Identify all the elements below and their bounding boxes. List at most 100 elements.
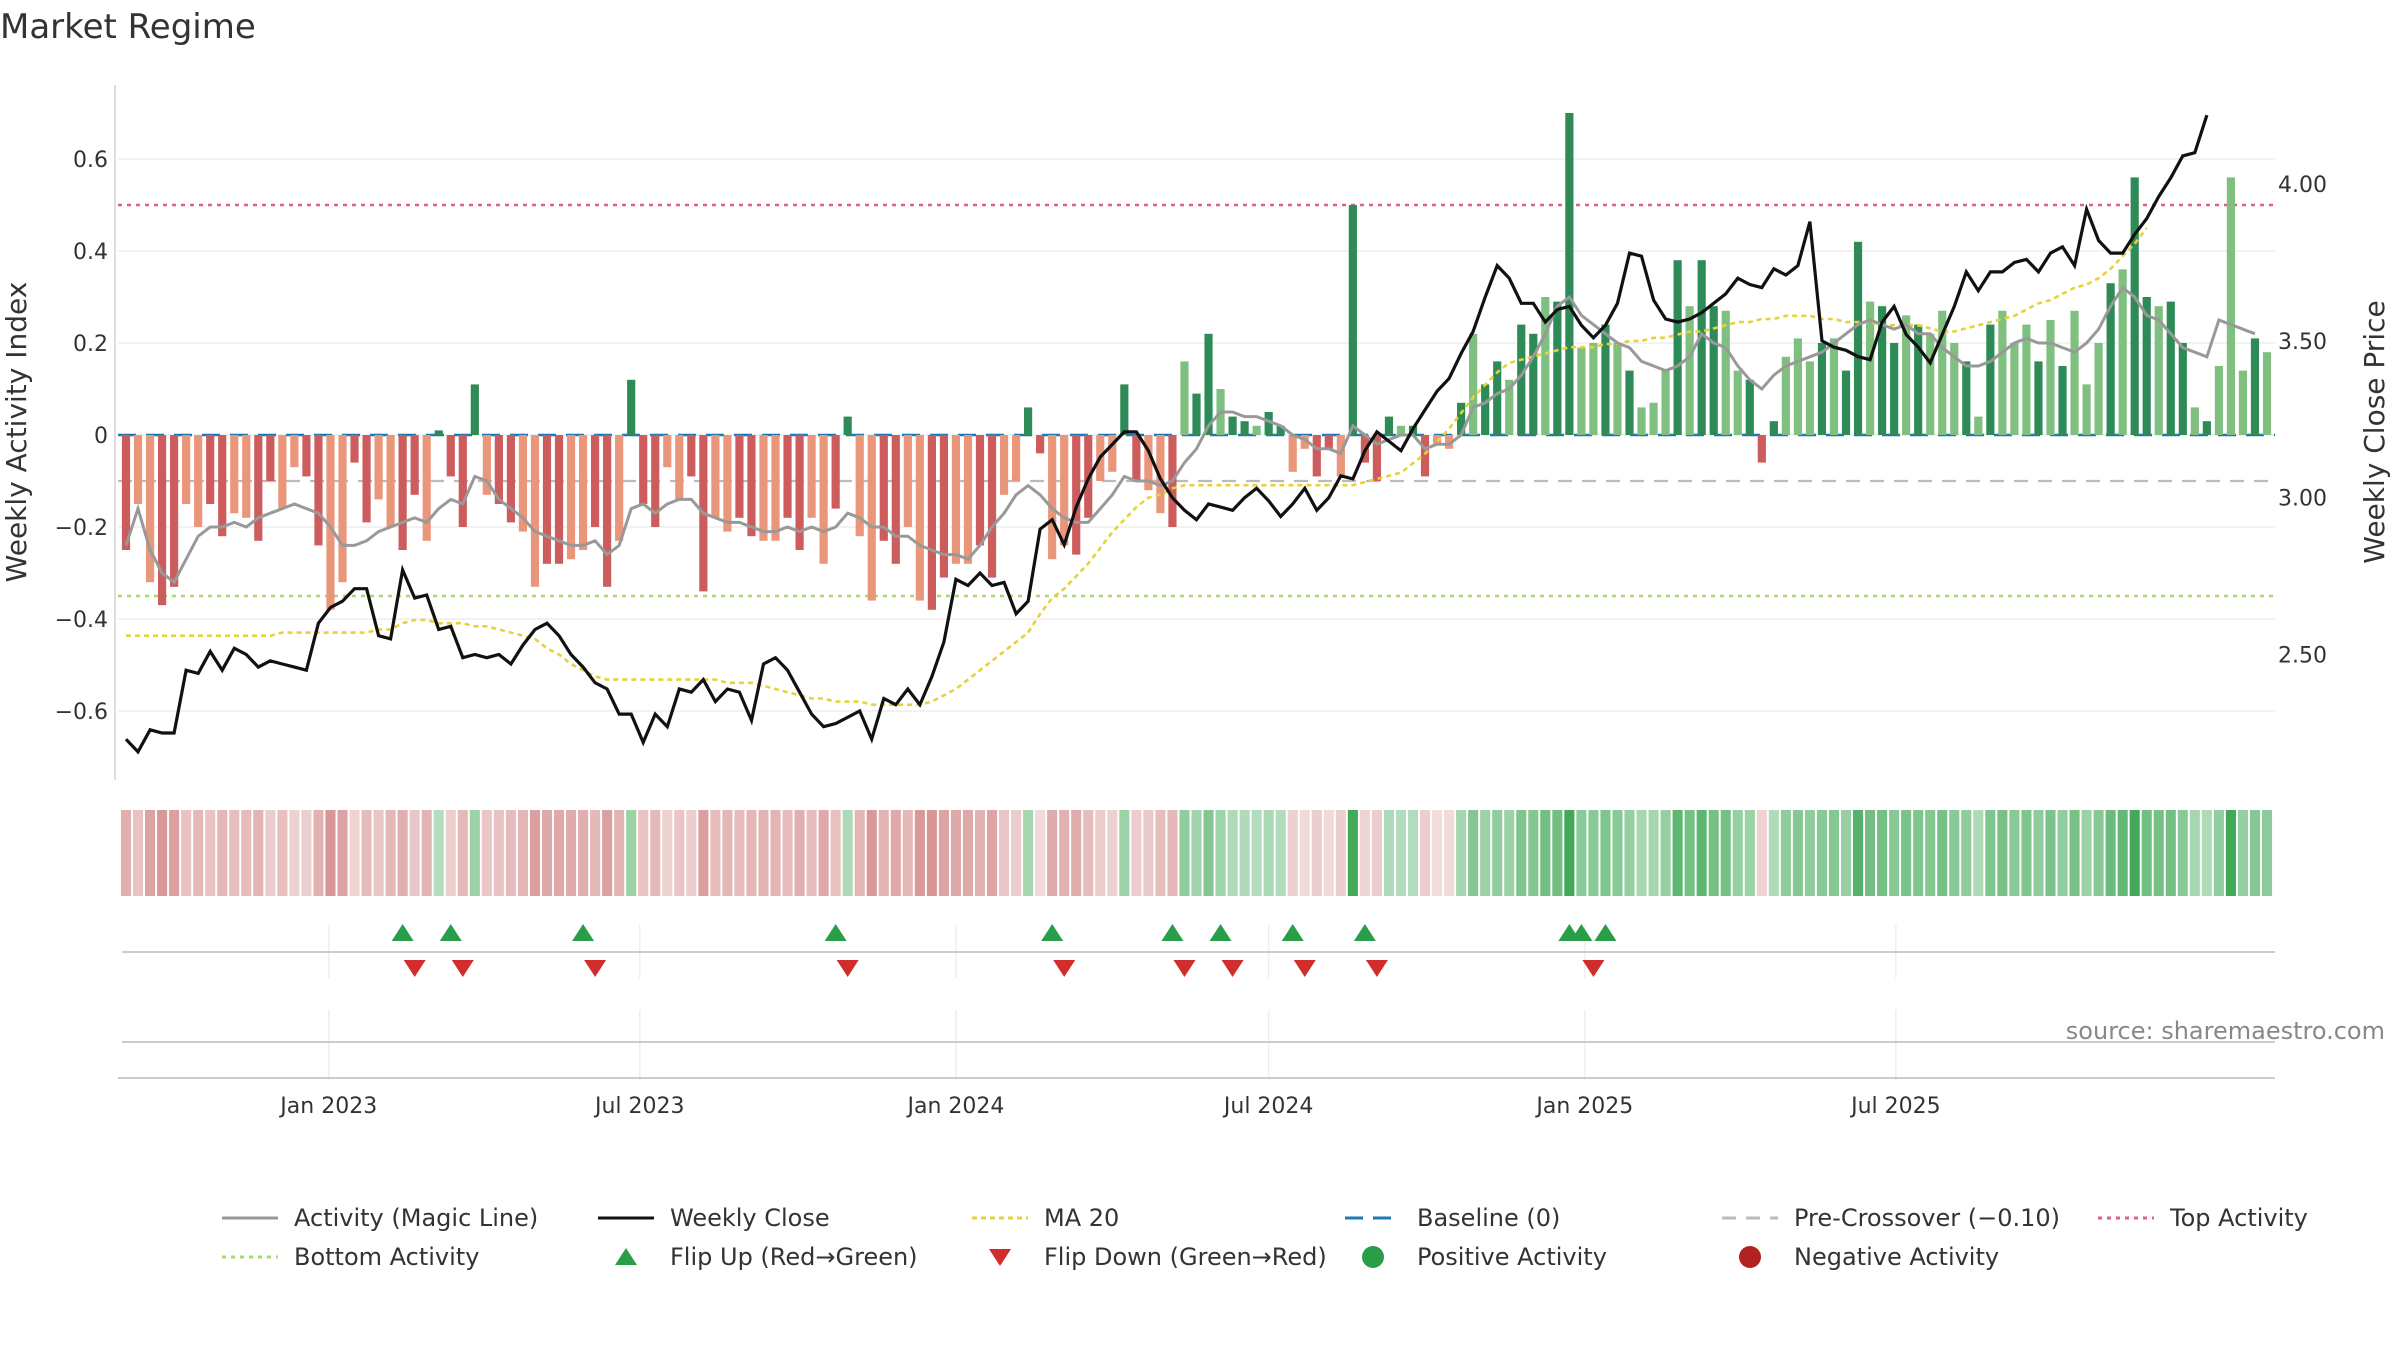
left-tick-label-1: 0.4: [73, 240, 108, 265]
heat-cell-78: [1059, 810, 1070, 896]
heat-cell-34: [529, 810, 541, 896]
heat-cell-118: [1540, 810, 1551, 896]
heat-cell-178: [2261, 810, 2273, 896]
heat-cell-148: [1901, 810, 1912, 896]
activity-bar-110: [1445, 435, 1454, 449]
heat-cell-40: [602, 810, 613, 896]
left-tick-label-5: −0.4: [55, 608, 108, 633]
heat-cell-39: [590, 810, 601, 896]
heat-cell-176: [2237, 810, 2248, 896]
activity-bar-51: [735, 435, 744, 518]
activity-bar-23: [398, 435, 407, 550]
heat-cell-91: [1215, 810, 1226, 896]
activity-bar-141: [1817, 343, 1827, 435]
activity-bar-33: [518, 435, 528, 532]
activity-bar-34: [530, 435, 540, 587]
activity-bar-164: [2094, 343, 2103, 435]
heat-cell-123: [1600, 810, 1611, 896]
heat-cell-115: [1504, 810, 1515, 896]
flip-up-marker-10: [1594, 924, 1617, 941]
heat-cell-130: [1684, 810, 1695, 896]
heat-cell-165: [2105, 810, 2116, 896]
heat-cell-56: [794, 810, 805, 896]
right-tick-label-2: 3.00: [2278, 487, 2327, 512]
heat-cell-114: [1492, 810, 1503, 896]
activity-bar-137: [1769, 421, 1778, 435]
activity-bar-25: [422, 435, 431, 541]
activity-bar-170: [2166, 301, 2175, 435]
bottom-panel: [122, 1010, 2275, 1080]
heat-cell-117: [1528, 810, 1539, 896]
activity-bar-61: [855, 435, 864, 537]
legend-swatch-flip-up: [615, 1248, 637, 1265]
heat-cell-77: [1047, 810, 1058, 896]
heat-cell-14: [289, 810, 300, 896]
heat-cell-161: [2057, 810, 2068, 896]
heat-cell-126: [1636, 810, 1647, 896]
activity-bar-56: [795, 435, 804, 550]
flip-up-marker-8: [1353, 924, 1376, 941]
activity-bar-101: [1336, 435, 1345, 477]
legend-item-positive_activity: Positive Activity: [1362, 1243, 1607, 1271]
activity-bar-5: [182, 435, 191, 504]
right-tick-label-3: 2.50: [2278, 644, 2327, 669]
heat-cell-100: [1323, 810, 1334, 896]
activity-bar-123: [1601, 324, 1610, 435]
activity-bar-64: [891, 435, 900, 564]
activity-bar-131: [1697, 260, 1706, 435]
activity-bar-1: [133, 435, 143, 504]
heat-cell-19: [349, 810, 360, 896]
activity-bar-142: [1829, 338, 1839, 435]
legend-swatch-flip-down: [989, 1249, 1011, 1266]
activity-bar-125: [1625, 370, 1634, 435]
heat-cell-76: [1035, 810, 1046, 896]
heat-cell-68: [938, 810, 949, 896]
heat-cell-121: [1576, 810, 1587, 896]
regime-heat-strip: [120, 810, 2273, 896]
activity-bar-55: [783, 435, 792, 518]
activity-bar-133: [1721, 310, 1730, 435]
flip-down-marker-3: [836, 960, 859, 977]
activity-bar-78: [1060, 435, 1069, 546]
activity-bars: [121, 113, 2272, 610]
heat-cell-63: [878, 810, 889, 896]
activity-bar-175: [2226, 177, 2236, 435]
activity-bar-95: [1264, 412, 1273, 435]
activity-bar-10: [242, 435, 251, 518]
activity-bar-63: [879, 435, 888, 541]
right-y-axis-title: Weekly Close Price: [2358, 300, 2391, 563]
activity-bar-172: [2190, 407, 2199, 435]
heat-cell-147: [1889, 810, 1900, 896]
activity-bar-176: [2238, 370, 2248, 435]
heat-cell-4: [169, 810, 180, 896]
heat-cell-41: [614, 810, 625, 896]
heat-cell-177: [2249, 810, 2261, 896]
activity-bar-57: [807, 435, 816, 518]
heat-cell-120: [1564, 810, 1575, 896]
heat-cell-170: [2165, 810, 2176, 896]
activity-bar-32: [506, 435, 515, 523]
activity-bar-44: [651, 435, 660, 527]
legend-item-bottom_activity: Bottom Activity: [222, 1243, 479, 1271]
activity-bar-0: [121, 435, 131, 550]
heat-cell-156: [1997, 810, 2008, 896]
heat-cell-60: [842, 810, 853, 896]
activity-bar-9: [230, 435, 239, 514]
activity-bar-126: [1637, 407, 1646, 435]
heat-cell-159: [2033, 810, 2044, 896]
activity-bar-59: [831, 435, 840, 509]
heat-cell-167: [2129, 810, 2140, 896]
heat-cell-13: [277, 810, 288, 896]
activity-bar-128: [1661, 370, 1670, 435]
heat-cell-153: [1961, 810, 1972, 896]
heat-cell-116: [1516, 810, 1527, 896]
heat-cell-135: [1744, 810, 1755, 896]
heat-cell-125: [1624, 810, 1635, 896]
heat-cell-3: [157, 810, 168, 896]
activity-bar-83: [1120, 384, 1129, 435]
heat-cell-140: [1804, 810, 1815, 896]
activity-bar-118: [1541, 297, 1550, 435]
left-y-axis-title: Weekly Activity Index: [0, 282, 33, 583]
heat-cell-164: [2093, 810, 2104, 896]
heat-cell-73: [998, 810, 1010, 896]
